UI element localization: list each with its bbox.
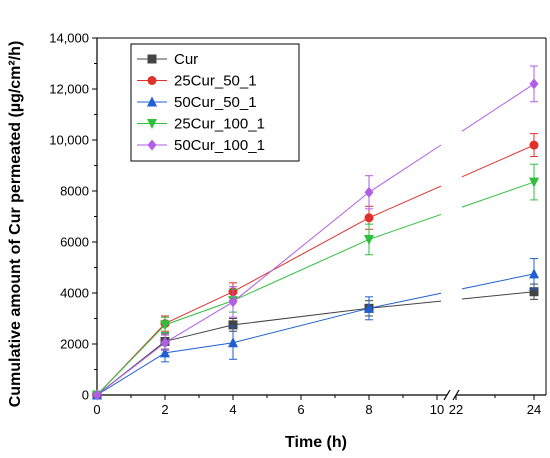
y-tick-label: 0 [82, 388, 89, 403]
data-point [529, 287, 539, 297]
data-point [92, 389, 102, 401]
x-axis: 0 2 4 6 8 10 22 24 [93, 389, 546, 417]
series-line-segment [232, 191, 370, 303]
series-3 [92, 258, 539, 400]
data-point [529, 140, 539, 150]
x-axis-break-mark [443, 389, 451, 401]
legend-label: 25Cur_100_1 [174, 116, 265, 133]
legend-item: 50Cur_50_1 [137, 94, 257, 111]
legend-item: 25Cur_50_1 [137, 73, 257, 90]
series-line-segment [368, 292, 442, 309]
series-2 [92, 133, 539, 400]
legend-item: Cur [137, 51, 198, 68]
data-point [160, 320, 170, 331]
series-line-segment [96, 342, 166, 396]
series-line-segment [232, 307, 370, 326]
x-tick-label: 6 [297, 402, 304, 417]
legend-marker [147, 139, 157, 151]
x-tick-label: 2 [161, 402, 168, 417]
data-point [364, 186, 374, 198]
y-tick-label: 4000 [60, 286, 89, 301]
legend-marker [147, 76, 157, 85]
series-line-segment [368, 213, 442, 240]
legend-marker [147, 96, 157, 107]
series-line-segment [164, 324, 234, 342]
series-line-segment [461, 181, 535, 208]
series-line-segment [164, 342, 234, 354]
legend-label: 25Cur_50_1 [174, 73, 257, 90]
series-line-segment [461, 291, 535, 300]
series-line-segment [164, 300, 234, 326]
series-1 [92, 283, 539, 400]
y-tick-label: 6000 [60, 235, 89, 250]
x-tick-label: 0 [93, 402, 100, 417]
y-tick-label: 12,000 [49, 82, 89, 97]
series-layer [92, 65, 539, 401]
data-point [364, 302, 374, 313]
series-line-segment [368, 185, 442, 219]
legend: Cur 25Cur_50_1 50Cur_50_1 25Cur_100_1 50Cur_… [130, 43, 300, 162]
series-line-segment [232, 238, 370, 302]
data-point [364, 234, 374, 245]
y-tick-label: 2000 [60, 337, 89, 352]
legend-item: 50Cur_100_1 [137, 137, 265, 154]
x-tick-label: 8 [365, 402, 372, 417]
series-line-segment [461, 83, 535, 132]
y-tick-label: 10,000 [49, 133, 89, 148]
legend-marker [147, 119, 157, 129]
series-line-segment [461, 273, 535, 290]
data-point [228, 320, 238, 330]
series-line-segment [368, 300, 442, 309]
y-tick-label: 8000 [60, 184, 89, 199]
series-line-segment [461, 144, 535, 178]
data-point [529, 177, 539, 188]
series-line-segment [164, 301, 234, 344]
y-tick-label: 14,000 [49, 31, 89, 46]
plot-frame [97, 37, 547, 395]
series-4 [92, 163, 539, 401]
series-line-segment [232, 217, 370, 293]
legend-item: 25Cur_100_1 [137, 116, 265, 133]
data-point [529, 78, 539, 90]
series-line-segment [232, 307, 370, 344]
data-point [160, 347, 170, 358]
y-axis: 0 2000 4000 6000 8000 10,000 12,000 14,000 [49, 31, 98, 403]
data-point [228, 296, 238, 308]
data-point [529, 268, 539, 279]
series-5 [92, 65, 539, 401]
legend-label: 50Cur_100_1 [174, 137, 265, 154]
data-point [160, 337, 170, 349]
x-tick-label: 22 [449, 402, 463, 417]
legend-label: 50Cur_50_1 [174, 94, 257, 111]
x-axis-title: Time (h) [285, 434, 347, 451]
series-line-segment [368, 144, 442, 193]
data-point [228, 337, 238, 348]
legend-marker [147, 54, 157, 64]
x-tick-label: 24 [527, 402, 541, 417]
series-line-segment [164, 291, 234, 325]
series-line-segment [96, 352, 166, 396]
x-tick-label: 4 [229, 402, 236, 417]
data-point [364, 213, 374, 223]
x-tick-label: 10 [430, 402, 444, 417]
series-line-segment [96, 324, 166, 396]
y-axis-title: Cumulative amount of Cur permeated (µg/c… [7, 41, 24, 408]
legend-label: Cur [174, 51, 198, 68]
